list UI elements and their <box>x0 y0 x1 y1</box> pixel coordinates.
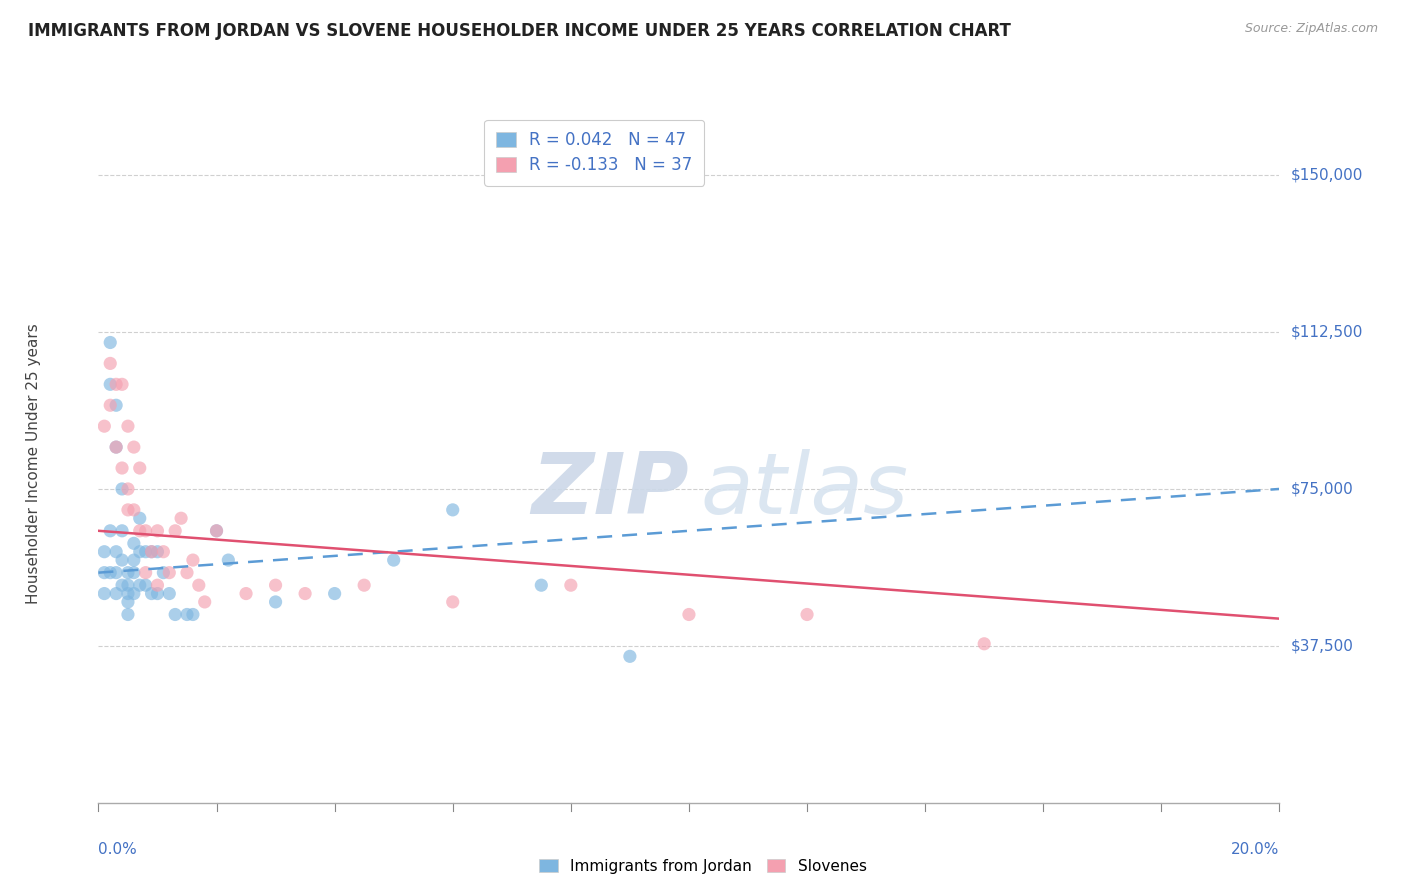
Point <box>135 578 157 592</box>
Point <box>117 566 139 580</box>
Point <box>560 578 582 592</box>
Point <box>122 440 145 454</box>
Point <box>93 586 115 600</box>
Point <box>294 586 316 600</box>
Point <box>117 503 139 517</box>
Point <box>135 545 157 559</box>
Point <box>105 545 128 559</box>
Point <box>117 595 139 609</box>
Point <box>122 536 145 550</box>
Point <box>93 566 115 580</box>
Point <box>205 524 228 538</box>
Point <box>128 524 150 538</box>
Point <box>105 566 128 580</box>
Point <box>122 553 145 567</box>
Text: 20.0%: 20.0% <box>1232 842 1279 856</box>
Point <box>98 398 121 412</box>
Point <box>141 586 163 600</box>
Point <box>176 607 198 622</box>
Text: $150,000: $150,000 <box>1291 168 1362 183</box>
Point <box>105 440 128 454</box>
Point <box>165 607 187 622</box>
Point <box>146 524 169 538</box>
Point <box>441 595 464 609</box>
Point <box>111 377 134 392</box>
Point <box>165 524 187 538</box>
Point <box>146 545 169 559</box>
Point <box>105 586 128 600</box>
Point <box>141 545 163 559</box>
Point <box>111 524 134 538</box>
Point <box>181 553 204 567</box>
Point <box>530 578 553 592</box>
Legend: Immigrants from Jordan, Slovenes: Immigrants from Jordan, Slovenes <box>533 853 873 880</box>
Point <box>98 356 121 370</box>
Point <box>678 607 700 622</box>
Point <box>235 586 257 600</box>
Point <box>93 545 115 559</box>
Legend: R = 0.042   N = 47, R = -0.133   N = 37: R = 0.042 N = 47, R = -0.133 N = 37 <box>485 120 704 186</box>
Point <box>117 578 139 592</box>
Point <box>117 482 139 496</box>
Text: $112,500: $112,500 <box>1291 325 1362 340</box>
Point <box>98 524 121 538</box>
Point <box>353 578 375 592</box>
Text: IMMIGRANTS FROM JORDAN VS SLOVENE HOUSEHOLDER INCOME UNDER 25 YEARS CORRELATION : IMMIGRANTS FROM JORDAN VS SLOVENE HOUSEH… <box>28 22 1011 40</box>
Point <box>117 419 139 434</box>
Point <box>128 511 150 525</box>
Text: ZIP: ZIP <box>531 450 689 533</box>
Text: Source: ZipAtlas.com: Source: ZipAtlas.com <box>1244 22 1378 36</box>
Point <box>152 566 174 580</box>
Point <box>382 553 405 567</box>
Point <box>117 586 139 600</box>
Point <box>157 586 180 600</box>
Point <box>217 553 239 567</box>
Point <box>194 595 217 609</box>
Point <box>205 524 228 538</box>
Point <box>441 503 464 517</box>
Point <box>98 566 121 580</box>
Point <box>619 649 641 664</box>
Point <box>105 398 128 412</box>
Point <box>98 335 121 350</box>
Point <box>176 566 198 580</box>
Point <box>105 377 128 392</box>
Point <box>128 545 150 559</box>
Point <box>111 461 134 475</box>
Point <box>973 637 995 651</box>
Point <box>157 566 180 580</box>
Point <box>323 586 346 600</box>
Text: Householder Income Under 25 years: Householder Income Under 25 years <box>25 324 41 604</box>
Text: $75,000: $75,000 <box>1291 482 1354 497</box>
Point <box>135 566 157 580</box>
Point <box>146 586 169 600</box>
Point <box>122 586 145 600</box>
Point <box>111 553 134 567</box>
Point <box>181 607 204 622</box>
Point <box>98 377 121 392</box>
Text: atlas: atlas <box>700 450 908 533</box>
Point <box>122 566 145 580</box>
Text: 0.0%: 0.0% <box>98 842 138 856</box>
Point <box>128 461 150 475</box>
Point <box>141 545 163 559</box>
Point <box>264 595 287 609</box>
Point <box>111 482 134 496</box>
Point <box>152 545 174 559</box>
Point <box>187 578 209 592</box>
Text: $37,500: $37,500 <box>1291 639 1354 653</box>
Point <box>122 503 145 517</box>
Point <box>264 578 287 592</box>
Point <box>117 607 139 622</box>
Point <box>128 578 150 592</box>
Point <box>93 419 115 434</box>
Point <box>105 440 128 454</box>
Point <box>111 578 134 592</box>
Point <box>146 578 169 592</box>
Point <box>135 524 157 538</box>
Point <box>796 607 818 622</box>
Point <box>170 511 193 525</box>
